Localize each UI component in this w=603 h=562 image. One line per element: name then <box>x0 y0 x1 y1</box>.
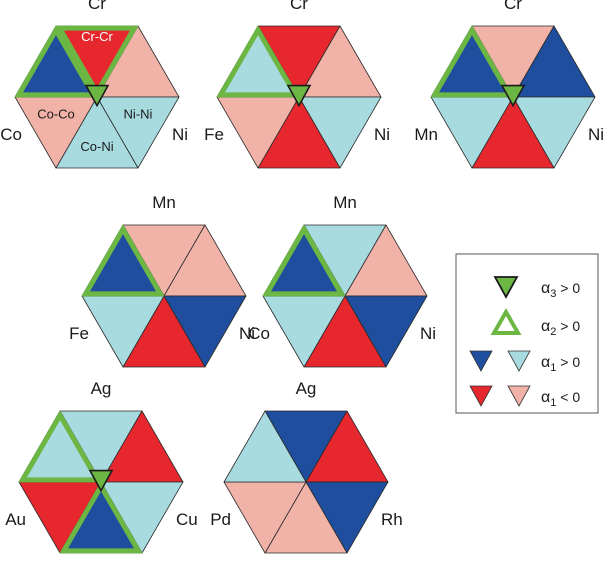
legend-light-blue-triangle <box>507 350 531 372</box>
alpha2-outline <box>55 25 139 98</box>
element-label-left: Mn <box>414 125 438 144</box>
element-label-top: Mn <box>152 193 176 212</box>
triangle-light-blue <box>223 410 307 483</box>
element-label-left: Fe <box>204 125 224 144</box>
alpha2-outline <box>18 410 102 483</box>
legend-red-triangle <box>469 385 493 407</box>
element-label-right: Rh <box>381 510 403 529</box>
alpha2-outline <box>59 481 143 554</box>
hexagon-mn-co-ni: Mn Co Ni <box>248 193 436 368</box>
alpha2-outline <box>262 224 346 297</box>
legend-alpha3-marker <box>493 276 519 299</box>
pair-label: Co-Co <box>37 106 75 121</box>
legend-alpha2-outline <box>490 307 522 335</box>
hexagon-cr-mn-ni: Cr Mn Ni <box>414 0 603 169</box>
legend-label: α3 > 0 <box>541 280 580 300</box>
alpha3-marker <box>500 84 526 108</box>
element-label-right: Ni <box>374 125 390 144</box>
legend-label: α2 > 0 <box>541 318 580 338</box>
legend-label: α1 > 0 <box>541 354 580 374</box>
alpha3-marker <box>286 84 312 108</box>
legend-pink-triangle <box>507 385 531 407</box>
hexagon-mn-fe-ni: Mn Fe Ni <box>69 193 255 368</box>
element-label-left: Fe <box>69 324 89 343</box>
element-label-right: Cu <box>176 510 198 529</box>
element-label-right: Ni <box>239 324 255 343</box>
hexagon-cr-co-ni: Cr Co Ni Cr-Cr Co-Co Ni-Ni Co-Ni <box>0 0 188 169</box>
alpha2-outline <box>14 25 98 98</box>
pair-label: Ni-Ni <box>124 106 153 121</box>
legend: α3 > 0 α2 > 0 α1 > 0 α1 < 0 <box>455 253 599 414</box>
element-label-top: Cr <box>504 0 522 13</box>
alpha3-marker <box>84 84 110 108</box>
legend-label: α1 < 0 <box>541 389 580 409</box>
alpha2-outline <box>430 25 514 98</box>
element-label-top: Cr <box>290 0 308 13</box>
alpha2-outline <box>216 25 300 98</box>
pair-label: Co-Ni <box>80 139 113 154</box>
element-label-top: Cr <box>88 0 106 13</box>
hexagon-ag-au-cu: Ag Au Cu <box>5 379 198 554</box>
legend-dark-blue-triangle <box>469 350 493 372</box>
element-label-left: Pd <box>210 510 231 529</box>
element-label-top: Ag <box>91 379 112 398</box>
element-label-left: Au <box>5 510 26 529</box>
element-label-top: Ag <box>296 379 317 398</box>
element-label-right: Ni <box>420 324 436 343</box>
pair-label: Cr-Cr <box>81 29 113 44</box>
hexagon-ag-pd-rh: Ag Pd Rh <box>210 379 403 554</box>
alpha2-outline <box>81 224 165 297</box>
element-label-left: Co <box>248 324 270 343</box>
hexagon-cr-fe-ni: Cr Fe Ni <box>204 0 390 169</box>
element-label-left: Co <box>0 125 22 144</box>
element-label-right: Ni <box>172 125 188 144</box>
alpha3-marker <box>88 469 114 493</box>
element-label-right: Ni <box>588 125 603 144</box>
element-label-top: Mn <box>333 193 357 212</box>
